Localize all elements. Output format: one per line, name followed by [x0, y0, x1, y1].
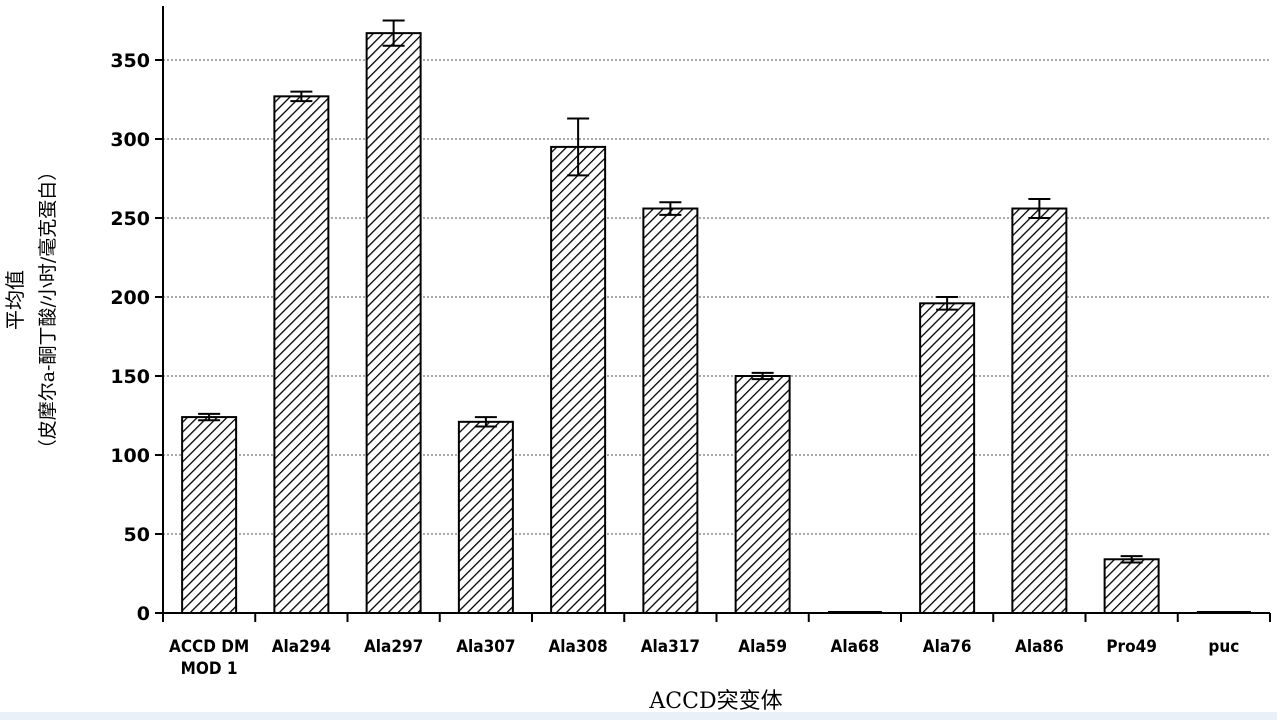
bar — [365, 32, 422, 614]
y-tick-label: 350 — [110, 50, 150, 72]
bar — [919, 302, 976, 614]
bar — [734, 375, 791, 614]
x-tick-label: Pro49 — [1106, 637, 1157, 657]
y-tick-label: 100 — [110, 445, 150, 467]
bar — [550, 145, 607, 614]
x-tick-label: Ala294 — [272, 637, 331, 657]
bottom-strip — [0, 712, 1277, 720]
y-tick-labels: 0 50 100 150 200 250 300 350 — [110, 50, 150, 625]
bar — [642, 207, 699, 615]
x-tick-label: Ala308 — [548, 637, 607, 657]
bar — [273, 95, 330, 614]
y-tick-label: 200 — [110, 287, 150, 309]
y-tick-label: 250 — [110, 208, 150, 230]
x-tick-label: Ala297 — [364, 637, 423, 657]
bars — [181, 19, 1251, 615]
x-tick-label: Ala59 — [738, 637, 787, 657]
x-tick-label: ACCD DM — [169, 637, 249, 657]
x-axis-label: ACCD突变体 — [648, 689, 782, 712]
y-axis-label-line2: （皮摩尔a-酮丁酸/小时/毫克蛋白） — [37, 162, 59, 459]
axis-labels: 平均值 （皮摩尔a-酮丁酸/小时/毫克蛋白） ACCD突变体 — [3, 162, 783, 714]
x-tick-label: puc — [1208, 637, 1239, 657]
bar — [181, 416, 238, 614]
x-tick-label: Ala86 — [1015, 637, 1064, 657]
y-tick-label: 150 — [110, 366, 150, 388]
y-axis-label-line1: 平均值 — [3, 270, 27, 330]
bar — [1103, 558, 1160, 615]
x-tick-label: Ala76 — [923, 637, 972, 657]
x-tick-label: Ala68 — [831, 637, 880, 657]
y-tick-label: 0 — [137, 603, 150, 625]
axes — [155, 6, 1271, 622]
x-tick-label: Ala317 — [641, 637, 700, 657]
x-tick-label: MOD 1 — [181, 659, 238, 679]
gridlines — [163, 59, 1270, 535]
bar — [1011, 207, 1068, 615]
bar — [457, 420, 514, 614]
y-tick-label: 50 — [124, 524, 150, 546]
y-tick-label: 300 — [110, 129, 150, 151]
x-tick-label: Ala307 — [456, 637, 515, 657]
